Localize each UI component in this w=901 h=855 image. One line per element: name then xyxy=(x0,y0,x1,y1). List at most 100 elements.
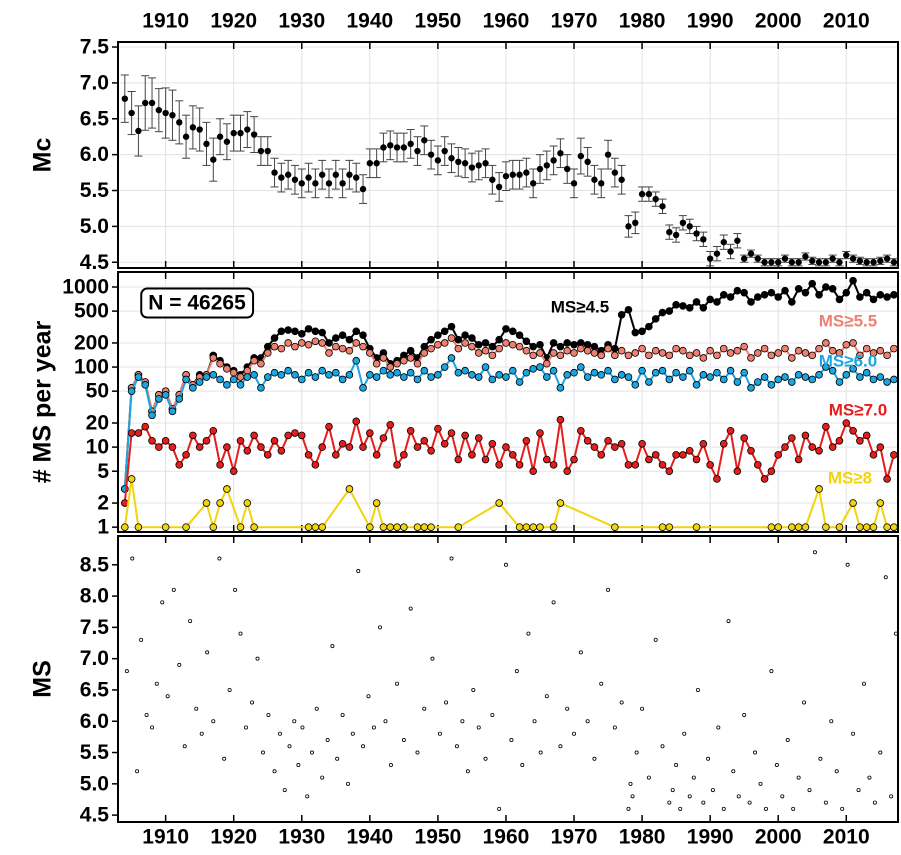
series-marker xyxy=(788,298,796,306)
series-marker xyxy=(556,342,565,351)
series-marker xyxy=(563,339,572,347)
series-marker xyxy=(195,378,204,386)
point xyxy=(330,644,335,649)
point xyxy=(380,144,387,151)
y-tick-label: 5 xyxy=(97,460,109,483)
series-marker xyxy=(134,523,143,531)
series-marker xyxy=(427,523,435,531)
point xyxy=(393,144,401,151)
series-marker xyxy=(658,308,667,317)
point xyxy=(867,775,872,780)
series-marker xyxy=(345,443,354,451)
point xyxy=(565,706,570,711)
series-marker xyxy=(726,426,735,435)
point xyxy=(314,706,319,711)
series-marker xyxy=(631,328,640,337)
series-marker xyxy=(740,342,748,351)
series-marker xyxy=(617,346,626,355)
series-marker xyxy=(148,411,156,420)
point xyxy=(408,606,413,611)
point xyxy=(701,800,706,805)
point xyxy=(503,562,508,567)
point xyxy=(536,165,544,173)
series-marker xyxy=(168,407,177,416)
point xyxy=(415,750,420,755)
series-marker xyxy=(189,431,197,440)
y-tick-label: 8.5 xyxy=(80,553,110,576)
series-marker xyxy=(869,375,878,384)
y-tick-label: 8.0 xyxy=(80,585,109,608)
series-marker xyxy=(420,366,429,375)
point xyxy=(148,99,156,107)
series-marker xyxy=(733,346,742,355)
series-marker xyxy=(332,451,340,459)
series-marker xyxy=(202,373,211,381)
series-marker xyxy=(719,439,728,448)
series-marker xyxy=(359,331,367,340)
series-marker xyxy=(508,451,517,459)
series-marker xyxy=(883,351,891,360)
series-marker xyxy=(706,346,714,355)
point xyxy=(863,259,870,266)
series-marker xyxy=(325,339,333,347)
series-marker xyxy=(325,349,333,357)
y-tick-label: 7.5 xyxy=(80,36,110,59)
series-marker xyxy=(624,461,633,469)
series-marker xyxy=(822,422,830,431)
point xyxy=(834,769,839,774)
series-marker xyxy=(182,523,190,531)
point xyxy=(171,587,176,592)
series-marker xyxy=(849,339,857,347)
series-marker xyxy=(835,378,844,386)
series-marker xyxy=(257,384,265,392)
series-marker xyxy=(583,346,592,355)
series-marker xyxy=(815,485,823,493)
series-marker xyxy=(556,351,565,360)
series-marker xyxy=(604,436,612,445)
series-marker xyxy=(161,391,170,399)
series-marker xyxy=(890,375,898,384)
series-marker xyxy=(822,363,830,371)
point xyxy=(731,769,736,774)
series-marker xyxy=(284,431,292,440)
series-marker xyxy=(719,344,728,353)
series-marker xyxy=(856,293,864,301)
series-marker xyxy=(822,283,830,291)
series-marker xyxy=(474,434,483,442)
plot-frame xyxy=(117,535,899,823)
series-marker xyxy=(692,298,701,306)
point xyxy=(128,109,135,117)
point xyxy=(761,259,768,266)
point xyxy=(774,763,779,768)
point xyxy=(856,788,861,793)
point xyxy=(271,169,278,176)
series-marker xyxy=(597,371,606,379)
point xyxy=(509,171,516,178)
point xyxy=(883,575,888,580)
point xyxy=(840,806,845,811)
series-marker xyxy=(713,298,721,306)
point xyxy=(422,706,427,711)
series-marker xyxy=(297,431,306,440)
point xyxy=(626,806,631,811)
point xyxy=(305,174,312,181)
series-marker xyxy=(611,443,619,451)
series-marker xyxy=(427,446,435,455)
x-tick-label: 1940 xyxy=(346,10,393,33)
series-marker xyxy=(229,375,238,384)
series-marker xyxy=(413,443,422,451)
series-marker xyxy=(406,354,415,362)
point xyxy=(325,180,333,187)
point xyxy=(230,129,237,137)
series-marker xyxy=(447,322,456,331)
series-marker xyxy=(481,363,490,371)
point xyxy=(856,257,864,265)
series-marker xyxy=(223,365,231,373)
series-marker xyxy=(604,366,612,375)
point xyxy=(421,137,428,144)
series-marker xyxy=(611,351,619,360)
point xyxy=(296,763,301,768)
series-marker xyxy=(869,349,878,357)
point xyxy=(407,140,414,148)
